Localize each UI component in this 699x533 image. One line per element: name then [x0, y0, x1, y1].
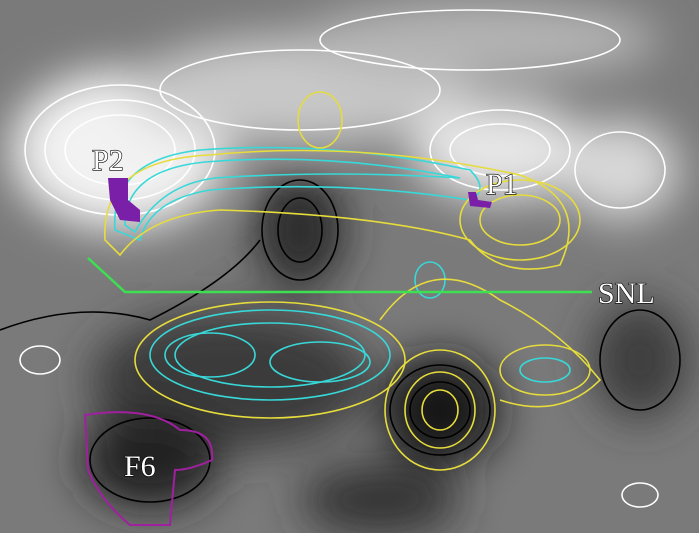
- magnetogram: P2 P1 SNL F6: [0, 0, 699, 533]
- label-p1: P1: [486, 168, 518, 201]
- label-f6: F6: [124, 450, 156, 483]
- label-snl: SNL: [598, 277, 655, 310]
- label-p2: P2: [92, 144, 124, 177]
